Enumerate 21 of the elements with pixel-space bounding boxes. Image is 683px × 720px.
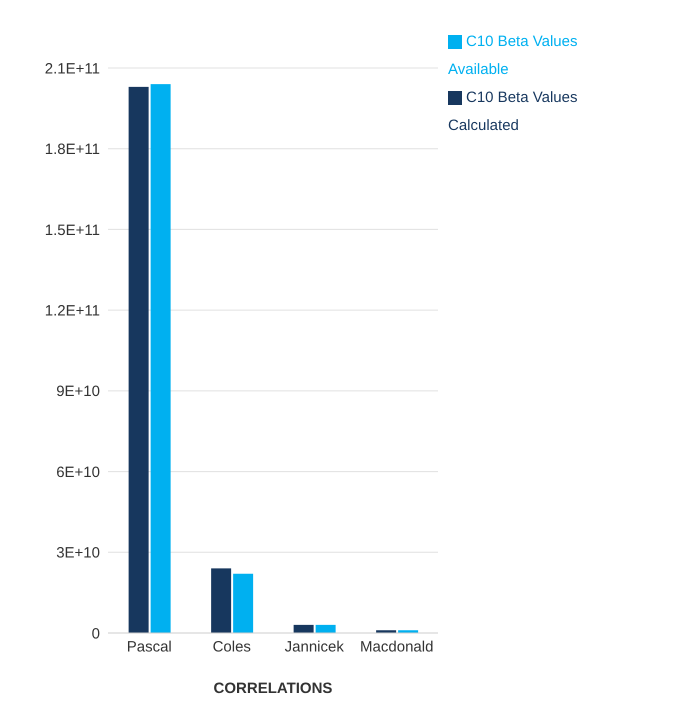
y-tick-label: 6E+10: [56, 464, 100, 481]
bar: [128, 86, 149, 633]
x-tick-label: Jannicek: [284, 638, 344, 656]
y-tick-label: 0: [92, 625, 100, 642]
bar: [294, 624, 314, 633]
bar: [211, 568, 232, 633]
legend-label: C10 Beta Values Available: [448, 33, 578, 78]
x-tick-label: Pascal: [126, 638, 172, 656]
y-tick-label: 1.8E+11: [44, 141, 100, 158]
y-tick-label: 2.1E+11: [44, 60, 100, 78]
y-tick-label: 3E+10: [56, 544, 100, 562]
x-axis-title: CORRELATIONS: [214, 680, 332, 697]
legend-label: C10 Beta Values Calculated: [448, 89, 578, 134]
x-tick-label: Macdonald: [360, 638, 434, 656]
x-tick-label: Coles: [212, 638, 251, 656]
y-tick-label: 9E+10: [56, 383, 100, 400]
bar: [150, 84, 171, 633]
bar: [316, 624, 336, 633]
bar: [233, 574, 254, 633]
y-tick-label: 1.5E+11: [44, 222, 100, 239]
y-tick-label: 1.2E+11: [44, 302, 100, 320]
